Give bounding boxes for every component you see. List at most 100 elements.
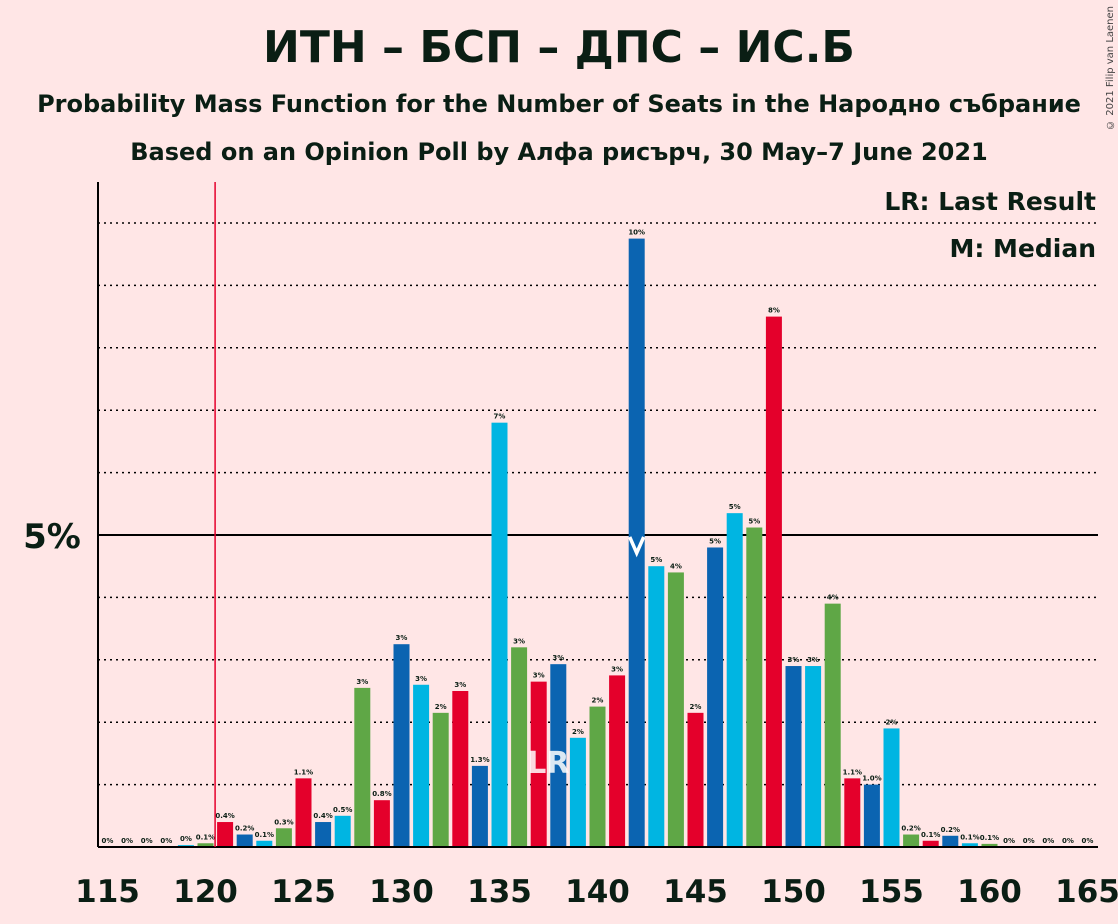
- x-tick-125: 125: [271, 874, 336, 910]
- bar-seat-129: [373, 800, 390, 847]
- data-label-seat-148: 5%: [748, 518, 760, 526]
- data-label-seat-150: 3%: [788, 656, 800, 664]
- legend-median: M: Median: [949, 234, 1096, 263]
- x-tick-135: 135: [467, 874, 532, 910]
- chart-subtitle-1: Probability Mass Function for the Number…: [37, 90, 1081, 118]
- data-label-seat-162: 0%: [1023, 837, 1035, 845]
- bar-seat-120: [197, 843, 214, 847]
- bar-seat-133: [452, 691, 469, 847]
- data-label-seat-122: 0.2%: [235, 825, 254, 833]
- data-label-seat-152: 4%: [827, 594, 839, 602]
- data-label-seat-131: 3%: [415, 675, 427, 683]
- bar-seat-125: [295, 778, 312, 847]
- bar-seat-144: [667, 572, 684, 847]
- data-label-seat-164: 0%: [1062, 837, 1074, 845]
- bar-seat-132: [432, 712, 449, 847]
- data-label-seat-128: 3%: [356, 678, 368, 686]
- data-label-seat-151: 3%: [807, 656, 819, 664]
- data-label-seat-126: 0.4%: [313, 812, 332, 820]
- data-labels-group: 0% 0% 0% 0% 0% 0.1%0.4%0.2%0.1%0.3%1.1%0.4%0.…: [102, 229, 1094, 845]
- data-label-seat-121: 0.4%: [215, 812, 234, 820]
- data-label-seat-138: 3%: [552, 654, 564, 662]
- data-label-seat-165: 0%: [1082, 837, 1094, 845]
- x-tick-labels-group: 115 120 125 130 135 140 145 150 155 160 165: [75, 874, 1118, 910]
- data-label-seat-135: 7%: [494, 413, 506, 421]
- bar-seat-146: [707, 547, 724, 847]
- bar-seat-131: [413, 684, 430, 847]
- median-marker: [628, 536, 646, 558]
- bar-seat-141: [609, 675, 626, 847]
- bar-seat-138: [550, 664, 567, 847]
- data-label-seat-120: 0.1%: [196, 833, 215, 841]
- x-tick-120: 120: [173, 874, 238, 910]
- bar-seat-136: [511, 647, 528, 847]
- bar-seat-149: [765, 316, 782, 848]
- data-label-seat-160: 0.1%: [980, 834, 999, 842]
- data-label-seat-123: 0.1%: [255, 831, 274, 839]
- bar-seat-124: [275, 828, 292, 847]
- bar-seat-127: [334, 815, 351, 847]
- chart-title: ИТН – БСП – ДПС – ИС.Б: [263, 22, 855, 73]
- bar-seat-140: [589, 706, 606, 847]
- legend-last-result: LR: Last Result: [884, 187, 1096, 216]
- data-label-seat-132: 2%: [435, 703, 447, 711]
- data-label-seat-144: 4%: [670, 562, 682, 570]
- x-tick-140: 140: [565, 874, 630, 910]
- bars-group: [177, 238, 998, 848]
- bar-seat-145: [687, 712, 704, 847]
- bar-seat-123: [256, 840, 273, 847]
- data-label-seat-139: 2%: [572, 728, 584, 736]
- x-tick-165: 165: [1055, 874, 1118, 910]
- data-label-seat-153: 1.1%: [843, 768, 862, 776]
- bar-seat-121: [217, 822, 234, 847]
- data-label-seat-154: 1.0%: [862, 775, 881, 783]
- data-label-seat-133: 3%: [454, 681, 466, 689]
- bar-seat-142: [628, 238, 645, 848]
- data-label-seat-161: 0%: [1003, 837, 1015, 845]
- bar-seat-152: [824, 603, 841, 847]
- bar-seat-126: [315, 822, 332, 847]
- data-label-seat-142: 10%: [628, 229, 645, 237]
- bar-seat-153: [844, 778, 861, 847]
- data-label-seat-125: 1.1%: [294, 768, 313, 776]
- bar-seat-134: [471, 765, 488, 847]
- data-label-seat-143: 5%: [650, 556, 662, 564]
- bar-seat-157: [922, 840, 939, 847]
- bar-seat-122: [236, 834, 253, 847]
- bar-seat-154: [863, 784, 880, 847]
- data-label-seat-129: 0.8%: [372, 790, 391, 798]
- data-label-seat-141: 3%: [611, 665, 623, 673]
- data-label-seat-157: 0.1%: [921, 831, 940, 839]
- bar-seat-130: [393, 644, 410, 847]
- x-tick-150: 150: [761, 874, 826, 910]
- bar-seat-137: [530, 681, 547, 847]
- data-label-seat-158: 0.2%: [941, 826, 960, 834]
- data-label-seat-147: 5%: [729, 503, 741, 511]
- data-label-seat-149: 8%: [768, 307, 780, 315]
- last-result-marker: LR: [527, 746, 569, 781]
- data-label-seat-159: 0.1%: [960, 833, 979, 841]
- x-tick-115: 115: [75, 874, 140, 910]
- data-label-seat-156: 0.2%: [901, 825, 920, 833]
- x-tick-155: 155: [859, 874, 924, 910]
- data-label-seat-140: 2%: [592, 697, 604, 705]
- bar-seat-143: [648, 566, 665, 847]
- data-label-seat-134: 1.3%: [470, 756, 489, 764]
- bar-seat-139: [569, 737, 586, 847]
- data-label-seat-124: 0.3%: [274, 818, 293, 826]
- data-label-seat-118: 0%: [160, 837, 172, 845]
- bar-seat-148: [746, 527, 763, 847]
- bar-seat-150: [785, 666, 802, 847]
- data-label-seat-137: 3%: [533, 672, 545, 680]
- data-label-seat-136: 3%: [513, 637, 525, 645]
- bar-seat-159: [961, 843, 978, 847]
- data-label-seat-145: 2%: [690, 703, 702, 711]
- overlay-group: LR: [97, 182, 1098, 848]
- data-label-seat-115: 0%: [102, 837, 114, 845]
- x-tick-145: 145: [663, 874, 728, 910]
- bar-seat-128: [354, 687, 371, 847]
- data-label-seat-117: 0%: [141, 837, 153, 845]
- chart-subtitle-2: Based on an Opinion Poll by Алфа рисърч,…: [130, 138, 988, 166]
- data-label-seat-130: 3%: [396, 634, 408, 642]
